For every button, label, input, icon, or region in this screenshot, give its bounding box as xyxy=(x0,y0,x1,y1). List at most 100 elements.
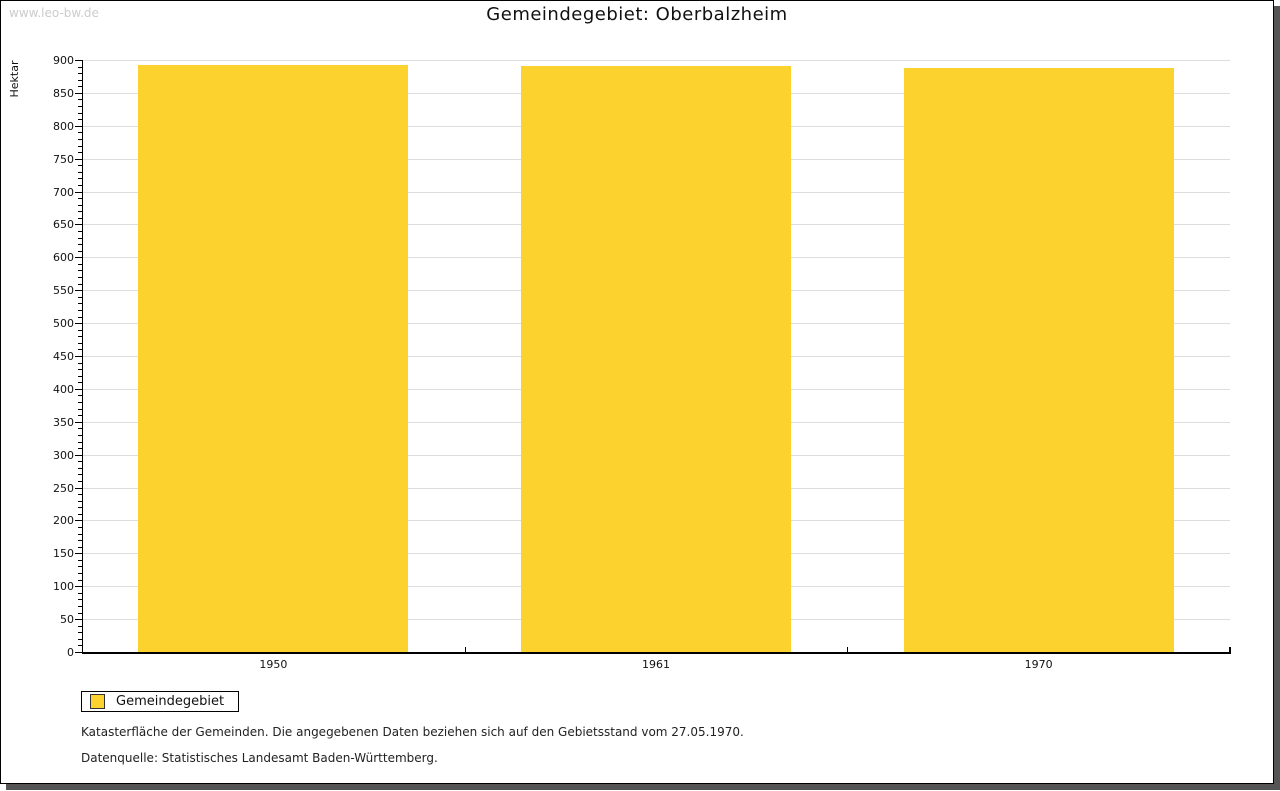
y-tick-major xyxy=(75,487,82,489)
legend-box: Gemeindegebiet xyxy=(81,691,240,712)
y-tick-label: 700 xyxy=(53,185,74,199)
y-tick-major xyxy=(75,92,82,94)
y-tick-minor xyxy=(78,362,82,364)
y-tick-minor xyxy=(78,533,82,535)
y-tick-minor xyxy=(78,559,82,561)
legend-swatch xyxy=(90,694,105,709)
y-tick-major xyxy=(75,652,82,653)
y-tick-minor xyxy=(78,369,82,371)
y-tick-major xyxy=(75,619,82,621)
y-tick-minor xyxy=(78,296,82,298)
y-tick-major xyxy=(75,520,82,522)
y-tick-major xyxy=(75,60,82,61)
y-tick-label: 900 xyxy=(53,54,74,67)
y-tick-major xyxy=(75,356,82,357)
bar-1950 xyxy=(138,65,409,652)
y-tick-label: 750 xyxy=(53,152,74,166)
y-tick-minor xyxy=(78,270,82,272)
y-tick-minor xyxy=(78,507,82,509)
y-tick-major xyxy=(75,553,82,555)
y-tick-minor xyxy=(78,165,82,167)
y-tick-minor xyxy=(78,546,82,548)
y-tick-minor xyxy=(78,638,82,640)
footer-note: Katasterfläche der Gemeinden. Die angege… xyxy=(81,725,744,739)
y-tick-minor xyxy=(78,178,82,180)
gridline xyxy=(82,60,1230,61)
y-tick-minor xyxy=(78,132,82,134)
y-tick-minor xyxy=(78,303,82,305)
y-tick-label: 150 xyxy=(53,547,74,561)
y-tick-minor xyxy=(78,612,82,614)
y-tick-minor xyxy=(78,461,82,463)
y-tick-minor xyxy=(78,86,82,88)
category-boundary-tick xyxy=(847,647,849,652)
x-tick-label-1970: 1970 xyxy=(1024,658,1053,671)
y-tick-major xyxy=(75,257,82,259)
y-tick-minor xyxy=(78,395,82,397)
y-axis xyxy=(82,60,83,652)
y-tick-major xyxy=(75,125,82,127)
y-tick-minor xyxy=(78,599,82,601)
y-tick-minor xyxy=(78,283,82,285)
y-tick-minor xyxy=(78,402,82,404)
y-tick-label: 650 xyxy=(53,218,74,232)
legend-label: Gemeindegebiet xyxy=(116,694,225,709)
y-tick-minor xyxy=(78,573,82,575)
x-tick-label-1961: 1961 xyxy=(642,658,670,671)
y-tick-minor xyxy=(78,434,82,436)
y-tick-label: 350 xyxy=(53,415,74,429)
chart-title: Gemeindegebiet: Oberbalzheim xyxy=(486,4,788,25)
y-tick-major xyxy=(75,323,82,325)
y-tick-major xyxy=(75,290,82,292)
y-tick-minor xyxy=(78,198,82,200)
y-tick-minor xyxy=(78,145,82,147)
y-tick-minor xyxy=(78,152,82,154)
y-tick-major xyxy=(75,388,82,390)
y-tick-minor xyxy=(78,309,82,311)
y-tick-major xyxy=(75,191,82,193)
y-tick-label: 400 xyxy=(53,382,74,396)
y-tick-minor xyxy=(78,375,82,377)
y-tick-label: 450 xyxy=(53,350,74,363)
y-tick-minor xyxy=(78,329,82,331)
y-tick-label: 850 xyxy=(53,86,74,100)
y-tick-minor xyxy=(78,138,82,140)
y-tick-label: 800 xyxy=(53,119,74,133)
y-tick-minor xyxy=(78,448,82,450)
y-tick-label: 300 xyxy=(53,448,74,462)
y-tick-minor xyxy=(78,579,82,581)
y-tick-minor xyxy=(78,171,82,173)
y-tick-minor xyxy=(78,244,82,246)
x-axis-end-tick xyxy=(1229,647,1231,652)
y-tick-minor xyxy=(78,211,82,213)
y-tick-label: 250 xyxy=(53,481,74,495)
y-tick-minor xyxy=(78,408,82,410)
y-tick-minor xyxy=(78,79,82,81)
y-tick-minor xyxy=(78,263,82,265)
y-tick-minor xyxy=(78,112,82,114)
y-tick-major xyxy=(75,586,82,588)
category-boundary-tick xyxy=(464,647,466,652)
y-tick-label: 500 xyxy=(53,317,74,331)
y-tick-minor xyxy=(78,540,82,542)
y-tick-minor xyxy=(78,494,82,496)
y-tick-minor xyxy=(78,625,82,627)
y-tick-major xyxy=(75,454,82,456)
y-tick-minor xyxy=(78,73,82,75)
y-tick-label: 600 xyxy=(53,251,74,265)
y-tick-minor xyxy=(78,231,82,233)
y-tick-minor xyxy=(78,480,82,482)
y-tick-label: 100 xyxy=(53,580,74,594)
y-tick-major xyxy=(75,421,82,423)
y-tick-label: 50 xyxy=(60,613,74,627)
bar-1961 xyxy=(521,65,791,652)
y-tick-label: 550 xyxy=(53,284,74,298)
y-tick-minor xyxy=(78,428,82,430)
y-tick-minor xyxy=(78,66,82,68)
y-tick-label: 200 xyxy=(53,514,74,528)
y-tick-minor xyxy=(78,415,82,417)
footer-source: Datenquelle: Statistisches Landesamt Bad… xyxy=(81,751,438,765)
bar-1970 xyxy=(903,67,1174,652)
